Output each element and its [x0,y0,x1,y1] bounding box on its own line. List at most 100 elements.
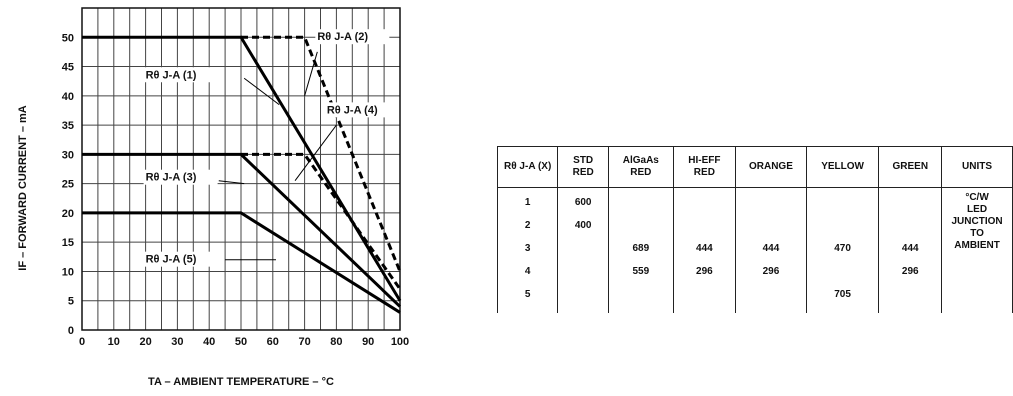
curve-leader-line [243,77,280,105]
series-line-2 [241,35,402,273]
table-cell: 705 [805,280,880,313]
header-text: RED [630,167,652,178]
table-cell [878,280,943,313]
table-header-row: Rθ J-A (X) STD RED AlGaAs RED HI-EFF RED ORANGE… [496,146,1013,188]
units-text: LED [967,204,988,215]
table-cell [607,280,674,313]
table-cell [607,211,674,234]
x-tick-label: 0 [79,336,85,348]
table-cell: 4 [496,257,559,280]
curve-labels: Rθ J-A (1) Rθ J-A (2) Rθ J-A (3) Rθ J-A (4)… [143,29,399,267]
curve-label-background [143,169,218,185]
y-tick-label: 25 [62,179,74,191]
curve-leader-line [304,51,318,96]
table-header-cell: Rθ J-A (X) [496,146,559,188]
table-header-cell: GREEN [878,146,943,188]
x-tick-label: 20 [139,336,151,348]
table-cell: 1 [496,187,559,211]
table-cell [557,257,609,280]
table-cell: 600 [557,187,609,211]
x-tick-label: 60 [267,336,279,348]
curve-label-background [143,251,218,267]
units-text: AMBIENT [954,240,1000,251]
table-header-cell: YELLOW [805,146,880,188]
table-cell: 400 [557,211,609,234]
table-cell: 296 [878,257,943,280]
y-tick-label: 35 [62,120,74,132]
curve-label-background [143,67,218,83]
table-header-cell: ORANGE [735,146,807,188]
table-cell [735,280,807,313]
table-cell: 559 [607,257,674,280]
table-body: 1 600 °C/W LED JUNCTION TO AMBIENT 2 400 3 689 444 4… [496,187,1013,313]
y-tick-label: 30 [62,149,74,161]
y-tick-label: 45 [62,62,74,74]
table-cell [557,234,609,257]
y-tick-label: 15 [62,237,74,249]
curve-label-2: Rθ J-A (2) [317,31,368,43]
curve-label-background [324,102,399,118]
table-cell [672,280,737,313]
curve-leader-line [294,124,337,182]
table-row: 4 559 296 296 296 [496,257,1013,280]
table-cell [878,187,943,211]
units-cell: °C/W LED JUNCTION TO AMBIENT [941,187,1013,313]
header-text: ORANGE [748,161,793,172]
table-cell [672,211,737,234]
header-text: Rθ J-A (X) [504,161,552,172]
header-text: YELLOW [821,161,864,172]
units-text: TO [970,228,984,239]
table-cell [805,257,880,280]
curve-label-4: Rθ J-A (4) [327,104,378,116]
thermal-resistance-table: Rθ J-A (X) STD RED AlGaAs RED HI-EFF RED ORANGE… [496,146,1013,313]
table-row: 1 600 °C/W LED JUNCTION TO AMBIENT [496,187,1013,313]
chart-series [82,35,402,314]
table-cell: 444 [735,234,807,257]
header-text: RED [572,167,594,178]
table-cell: 296 [672,257,737,280]
table-cell [672,187,737,211]
x-tick-label: 30 [171,336,183,348]
header-text: STD [573,155,594,166]
table-cell: 2 [496,211,559,234]
y-tick-label: 40 [62,91,74,103]
table-cell: 296 [735,257,807,280]
derating-chart: 0 10 20 30 40 50 60 70 80 90 100 0 5 10 15 20 25 30 35 40 45… [17,7,409,388]
x-tick-label: 50 [235,336,247,348]
table-header-cell: UNITS [941,146,1013,188]
plot-frame [81,7,401,331]
curve-leader-line [218,180,245,185]
table-header-cell: HI-EFF RED [672,146,737,188]
units-text: JUNCTION [951,216,1003,227]
units-text: °C/W [965,192,989,203]
y-tick-label: 50 [62,32,74,44]
y-axis-title: IF – FORWARD CURRENT – mA [17,105,29,270]
x-tick-label: 100 [391,336,409,348]
header-text: RED [693,167,715,178]
table-cell [735,187,807,211]
table-cell [878,211,943,234]
x-tick-label: 70 [298,336,310,348]
table-cell: 689 [607,234,674,257]
table-cell [805,211,880,234]
header-text: AlGaAs [622,155,659,166]
header-text: UNITS [962,161,993,172]
y-tick-label: 20 [62,208,74,220]
table-cell [735,211,807,234]
chart-ticks: 0 10 20 30 40 50 60 70 80 90 100 0 5 10 15 20 25 30 35 40 45… [62,32,409,348]
table-cell [557,280,609,313]
curve-label-5: Rθ J-A (5) [146,254,197,266]
x-tick-label: 40 [203,336,215,348]
header-text: GREEN [892,161,929,172]
x-axis-title: TA – AMBIENT TEMPERATURE – °C [148,376,334,388]
series-line-5 [82,211,401,314]
table-header-cell: STD RED [557,146,609,188]
y-tick-label: 0 [68,325,74,337]
table-row: 2 400 [496,211,1013,234]
table-cell [607,187,674,211]
table-cell: 3 [496,234,559,257]
x-tick-label: 90 [362,336,374,348]
table-cell: 444 [878,234,943,257]
table-cell: 5 [496,280,559,313]
table-row: 3 689 444 444 470 444 [496,234,1013,257]
